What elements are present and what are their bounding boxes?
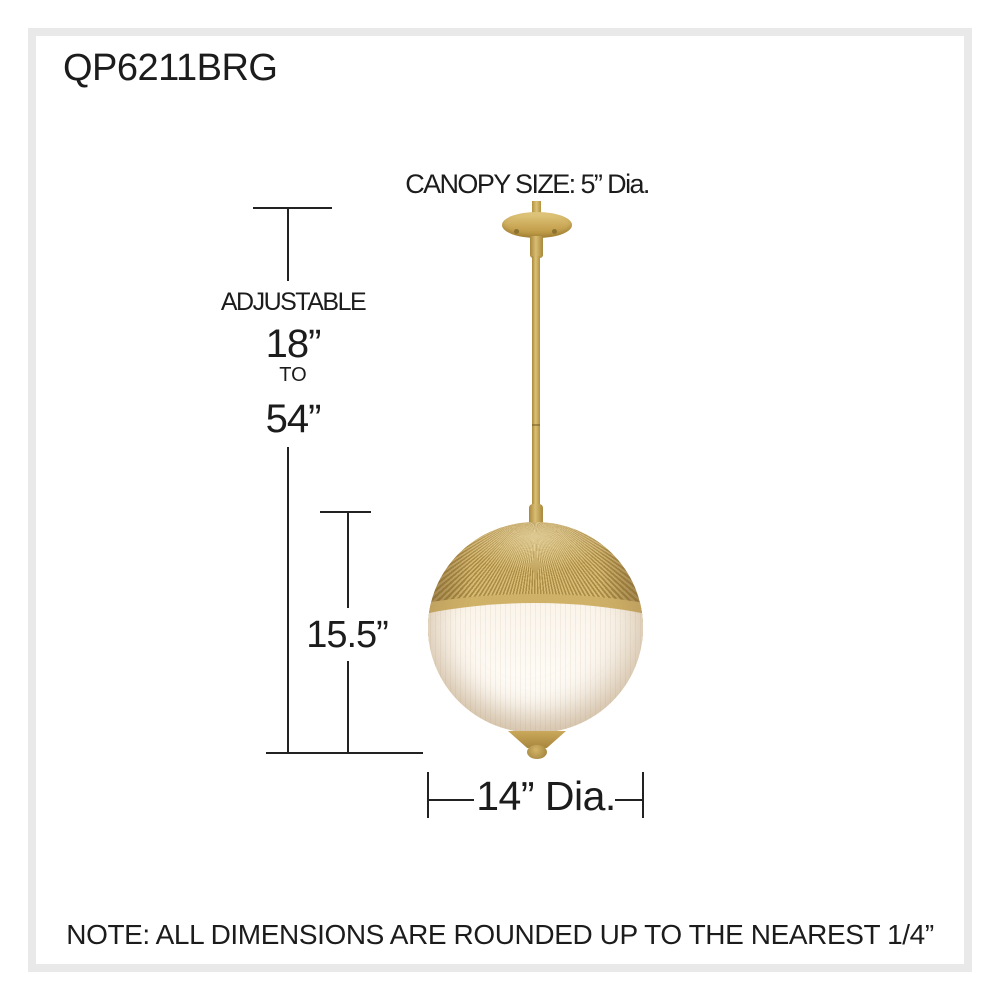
finial-cap xyxy=(508,731,566,748)
shared-bottom-tick xyxy=(266,752,423,754)
adjustable-dim-line-lower xyxy=(287,447,289,754)
fixture-height-dim-top-tick xyxy=(320,511,371,513)
adjustable-dim-top-tick xyxy=(253,207,332,209)
diameter-dim-left-bar xyxy=(427,772,429,818)
adjustable-label: ADJUSTABLE xyxy=(220,288,367,316)
down-rod xyxy=(532,256,540,510)
fixture-height-dim-line-lower xyxy=(347,661,349,754)
product-model: QP6211BRG xyxy=(63,47,278,89)
rod-coupler xyxy=(530,236,543,258)
to-label: TO xyxy=(279,364,307,386)
rod-joint xyxy=(532,424,540,426)
dimensions-note: NOTE: ALL DIMENSIONS ARE ROUNDED UP TO T… xyxy=(66,919,934,950)
max-height-value: 54” xyxy=(265,397,322,441)
finial-knob xyxy=(527,745,547,759)
globe-collar xyxy=(529,504,543,524)
canopy-size-label: CANOPY SIZE: 5” Dia. xyxy=(405,169,650,199)
canopy-disc xyxy=(502,212,572,238)
diameter-dim-line-left xyxy=(429,799,474,801)
fixture-height-dim-line-upper xyxy=(347,511,349,608)
canopy-screw-right xyxy=(552,229,557,234)
globe xyxy=(428,522,643,733)
canopy-screw-left xyxy=(514,229,519,234)
diameter-value: 14” Dia. xyxy=(476,773,616,819)
globe-glass-shade xyxy=(428,603,643,733)
min-height-value: 18” xyxy=(265,322,322,366)
fixture-height-value: 15.5” xyxy=(306,614,389,656)
adjustable-dim-line-upper xyxy=(287,207,289,281)
canopy-stem xyxy=(532,201,541,215)
border-frame xyxy=(28,28,972,972)
diameter-dim-right-bar xyxy=(642,772,644,818)
globe-shading xyxy=(428,522,643,733)
diameter-dim-line-right xyxy=(615,799,642,801)
